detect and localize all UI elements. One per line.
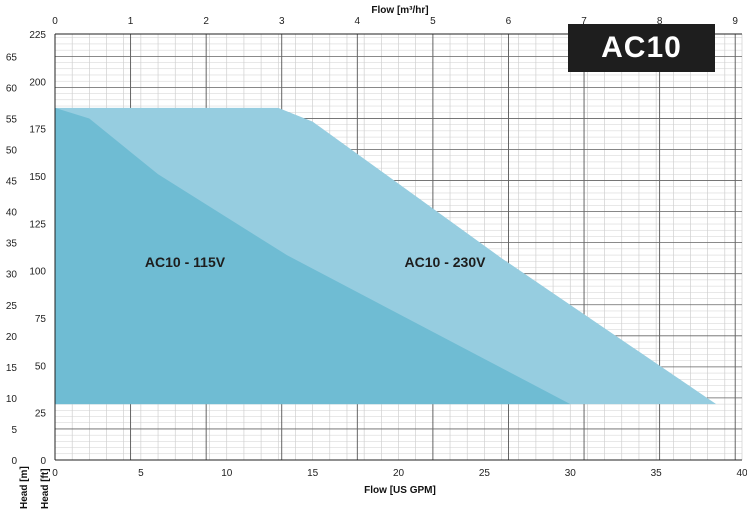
x-top-tick-label: 9 [732,16,738,27]
model-badge: AC10 [568,24,715,72]
y-m-tick-label: 55 [6,114,18,125]
y-axis-title-ft: Head [ft] [40,468,51,509]
y-m-tick-label: 15 [6,363,18,374]
y-m-tick-label: 50 [6,146,18,157]
x-bottom-tick-label: 35 [651,468,663,479]
series-area-1 [55,107,571,405]
x-bottom-axis-title: Flow [US GPM] [364,485,436,496]
x-bottom-tick-label: 15 [307,468,319,479]
y-ft-tick-label: 175 [29,125,46,136]
x-top-tick-label: 2 [203,16,209,27]
y-ft-tick-label: 75 [35,314,47,325]
x-bottom-tick-label: 10 [221,468,233,479]
performance-areas [55,107,717,405]
x-top-tick-label: 6 [506,16,512,27]
y-m-tick-label: 60 [6,83,18,94]
y-ft-tick-label: 200 [29,77,46,88]
y-m-tick-label: 10 [6,394,18,405]
y-m-tick-label: 30 [6,270,18,281]
x-bottom-tick-label: 20 [393,468,405,479]
x-top-tick-label: 5 [430,16,436,27]
y-m-tick-label: 65 [6,52,18,63]
series-label-115v: AC10 - 115V [145,254,226,270]
x-top-tick-label: 0 [52,16,58,27]
x-top-tick-label: 4 [355,16,361,27]
y-m-tick-label: 25 [6,301,18,312]
x-top-tick-label: 3 [279,16,285,27]
x-top-tick-label: 7 [581,16,587,27]
y-m-tick-label: 0 [11,456,17,467]
x-top-axis-title: Flow [m³/hr] [371,5,428,16]
y-m-tick-label: 35 [6,239,18,250]
x-bottom-tick-label: 0 [52,468,58,479]
x-top-tick-label: 1 [128,16,134,27]
x-bottom-tick-label: 5 [138,468,144,479]
y-ft-tick-label: 0 [40,456,46,467]
y-ft-tick-label: 100 [29,267,46,278]
y-ft-tick-label: 50 [35,361,47,372]
y-ft-tick-label: 150 [29,172,46,183]
y-m-tick-label: 40 [6,208,18,219]
y-ft-tick-label: 225 [29,30,46,41]
tick-labels: 0 5 10 15 20 25 30 35 400 1 2 3 4 5 6 7 8 905101520253035… [6,16,747,479]
y-ft-tick-label: 25 [35,409,47,420]
y-ft-tick-label: 125 [29,219,46,230]
x-bottom-tick-label: 40 [736,468,747,479]
y-axis-title-m: Head [m] [19,466,30,509]
series-label-230v: AC10 - 230V [405,254,487,270]
y-m-tick-label: 20 [6,332,18,343]
x-bottom-tick-label: 30 [565,468,577,479]
x-top-tick-label: 8 [657,16,663,27]
y-m-tick-label: 5 [11,425,17,436]
y-m-tick-label: 45 [6,177,18,188]
x-bottom-tick-label: 25 [479,468,491,479]
